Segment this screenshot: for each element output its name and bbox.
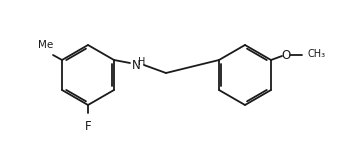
Text: H: H bbox=[138, 57, 146, 67]
Text: F: F bbox=[85, 120, 91, 133]
Text: O: O bbox=[281, 49, 291, 61]
Text: N: N bbox=[132, 59, 140, 71]
Text: CH₃: CH₃ bbox=[308, 49, 326, 59]
Text: Me: Me bbox=[38, 40, 54, 50]
